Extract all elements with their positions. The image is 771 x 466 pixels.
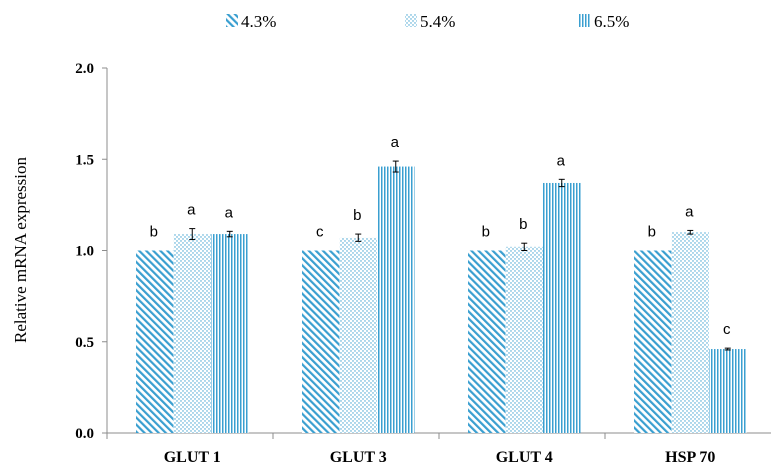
significance-letter: c bbox=[723, 321, 731, 338]
y-tick-label: 2.0 bbox=[75, 61, 94, 77]
significance-letter: b bbox=[482, 224, 490, 241]
legend-item: 6.5% bbox=[579, 12, 629, 31]
significance-letter: b bbox=[150, 224, 158, 241]
significance-letter: b bbox=[353, 207, 361, 224]
bar bbox=[634, 250, 672, 433]
legend: 4.3% 5.4% 6.5% bbox=[226, 12, 629, 31]
error-bar bbox=[687, 229, 694, 235]
y-tick-label: 1.5 bbox=[75, 152, 94, 168]
y-tick-label: 0.5 bbox=[75, 335, 94, 351]
bar bbox=[173, 234, 211, 433]
bar bbox=[339, 237, 377, 433]
significance-letter: b bbox=[519, 216, 527, 233]
legend-swatch bbox=[226, 14, 238, 27]
error-bar bbox=[226, 230, 233, 238]
bar bbox=[671, 232, 709, 433]
error-bar bbox=[724, 347, 731, 351]
legend-item: 5.4% bbox=[405, 12, 455, 31]
significance-letter: a bbox=[557, 152, 566, 169]
error-bar bbox=[355, 233, 362, 242]
x-tick-label: HSP 70 bbox=[665, 449, 715, 466]
bar bbox=[136, 250, 174, 433]
x-tick-label: GLUT 4 bbox=[496, 449, 553, 466]
bar bbox=[377, 166, 415, 434]
bars bbox=[136, 166, 747, 434]
legend-label: 4.3% bbox=[241, 12, 276, 31]
x-axis bbox=[106, 432, 771, 439]
significance-letters: b a a c b a b b a b a c bbox=[150, 134, 731, 338]
y-tick-label: 1.0 bbox=[75, 244, 94, 260]
y-axis: 0.0 0.5 1.0 1.5 2.0 bbox=[75, 61, 108, 442]
bar bbox=[709, 349, 747, 433]
bar bbox=[543, 182, 581, 433]
significance-letter: c bbox=[316, 224, 324, 241]
error-bar bbox=[521, 242, 528, 251]
significance-letter: a bbox=[225, 204, 234, 221]
bar bbox=[302, 250, 340, 433]
x-tick-labels: GLUT 1 GLUT 3 GLUT 4 HSP 70 bbox=[164, 449, 716, 466]
legend-item: 4.3% bbox=[226, 12, 276, 31]
error-bar bbox=[189, 228, 196, 241]
y-tick-label: 0.0 bbox=[75, 426, 94, 442]
bar bbox=[211, 234, 249, 433]
bar bbox=[505, 246, 543, 433]
x-tick-label: GLUT 1 bbox=[164, 449, 221, 466]
error-bar bbox=[558, 178, 565, 188]
bar bbox=[468, 250, 506, 433]
y-axis-label: Relative mRNA expression bbox=[11, 156, 30, 343]
error-bars bbox=[189, 160, 731, 351]
x-tick-label: GLUT 3 bbox=[330, 449, 387, 466]
legend-swatch bbox=[405, 14, 417, 27]
error-bar bbox=[392, 160, 399, 173]
significance-letter: b bbox=[648, 224, 656, 241]
significance-letter: a bbox=[391, 134, 400, 151]
legend-swatch bbox=[579, 14, 591, 27]
significance-letter: a bbox=[685, 203, 694, 220]
legend-label: 5.4% bbox=[420, 12, 455, 31]
significance-letter: a bbox=[187, 202, 196, 219]
legend-label: 6.5% bbox=[594, 12, 629, 31]
